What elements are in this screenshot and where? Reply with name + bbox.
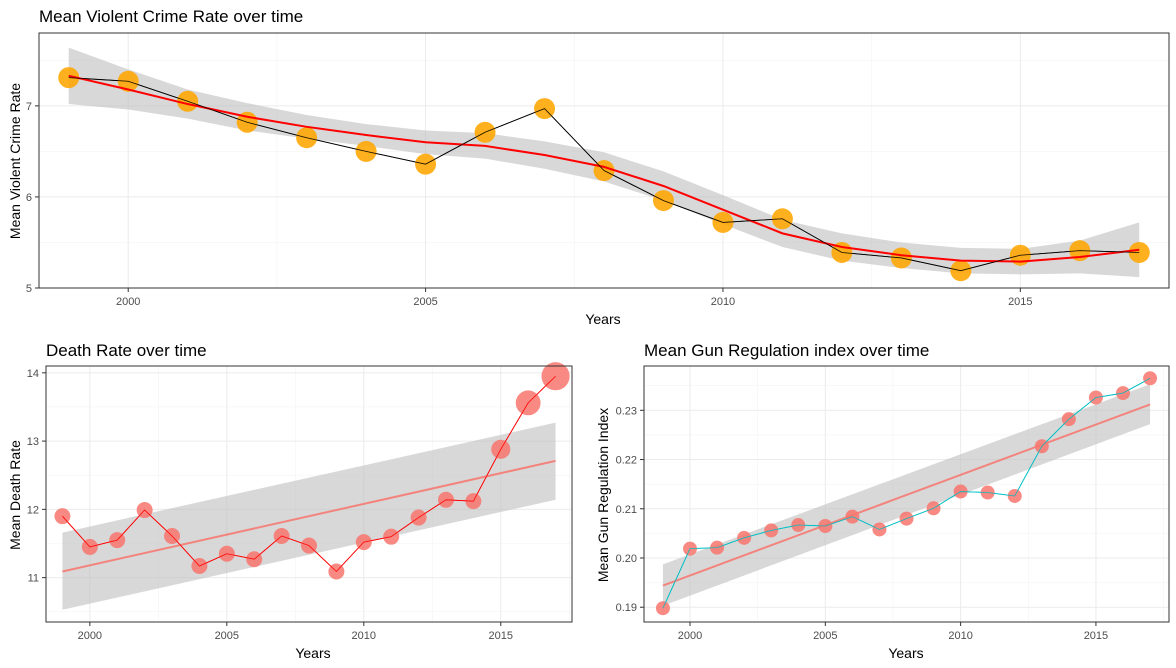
death-rate-y-tick-label: 12 xyxy=(27,504,39,516)
violent-crime-x-tick-label: 2000 xyxy=(116,296,140,308)
gun-regulation-plot-area xyxy=(640,365,1170,626)
violent-crime-x-tick-label: 2010 xyxy=(711,296,735,308)
gun-regulation-x-tick-label: 2010 xyxy=(948,630,972,642)
death-rate-y-axis-title: Mean Death Rate xyxy=(7,440,23,550)
death-rate-x-tick-label: 2015 xyxy=(489,630,513,642)
death-rate-plot-area xyxy=(42,362,573,626)
violent-crime-connecting-line-overlay xyxy=(68,77,1140,272)
death-rate-connecting-line-overlay xyxy=(62,375,556,573)
violent-crime-chart: Mean Violent Crime Rate over time Years … xyxy=(7,7,1170,327)
gun-regulation-y-tick-label: 0.20 xyxy=(616,553,637,565)
violent-crime-y-axis-title: Mean Violent Crime Rate xyxy=(7,83,23,239)
gun-regulation-x-tick-label: 2000 xyxy=(678,630,702,642)
gun-regulation-chart-title: Mean Gun Regulation index over time xyxy=(644,341,929,360)
violent-crime-x-tick-label: 2005 xyxy=(413,296,437,308)
gun-regulation-y-tick-label: 0.21 xyxy=(616,504,637,516)
gun-regulation-panel-border xyxy=(643,365,1170,623)
violent-crime-chart-title: Mean Violent Crime Rate over time xyxy=(39,7,303,26)
gun-regulation-x-tick-label: 2005 xyxy=(813,630,837,642)
death-rate-y-tick-label: 11 xyxy=(28,573,39,585)
violent-crime-panel-border xyxy=(38,32,1170,289)
death-rate-panel-border xyxy=(45,365,573,623)
gun-regulation-trend-line xyxy=(662,403,1151,587)
violent-crime-trend-line xyxy=(68,74,1140,263)
gun-regulation-chart: Mean Gun Regulation index over time Year… xyxy=(595,341,1170,661)
death-rate-x-axis-title: Years xyxy=(295,645,330,661)
gun-regulation-x-axis-title: Years xyxy=(888,645,923,661)
death-rate-y-tick-label: 13 xyxy=(27,436,39,448)
gun-regulation-y-tick-label: 0.23 xyxy=(616,405,637,417)
death-rate-x-tick-label: 2005 xyxy=(215,630,239,642)
gun-regulation-connecting-line-overlay xyxy=(662,377,1151,609)
gun-regulation-y-tick-label: 0.19 xyxy=(616,602,637,614)
violent-crime-x-axis-title: Years xyxy=(585,311,620,327)
gun-regulation-y-tick-label: 0.22 xyxy=(616,455,637,467)
death-rate-chart-title: Death Rate over time xyxy=(46,341,207,360)
death-rate-x-tick-label: 2010 xyxy=(352,630,376,642)
violent-crime-y-tick-label: 5 xyxy=(26,283,32,295)
violent-crime-plot-area xyxy=(35,32,1170,292)
violent-crime-y-tick-label: 7 xyxy=(26,101,32,113)
death-rate-x-tick-label: 2000 xyxy=(78,630,102,642)
violent-crime-y-tick-label: 6 xyxy=(26,192,32,204)
gun-regulation-x-tick-label: 2015 xyxy=(1084,630,1108,642)
death-rate-y-tick-label: 14 xyxy=(27,368,39,380)
violent-crime-x-tick-label: 2015 xyxy=(1008,296,1032,308)
death-rate-chart: Death Rate over time Years Mean Death Ra… xyxy=(7,341,573,661)
death-rate-trend-line xyxy=(62,459,556,573)
gun-regulation-y-axis-title: Mean Gun Regulation Index xyxy=(595,408,611,582)
